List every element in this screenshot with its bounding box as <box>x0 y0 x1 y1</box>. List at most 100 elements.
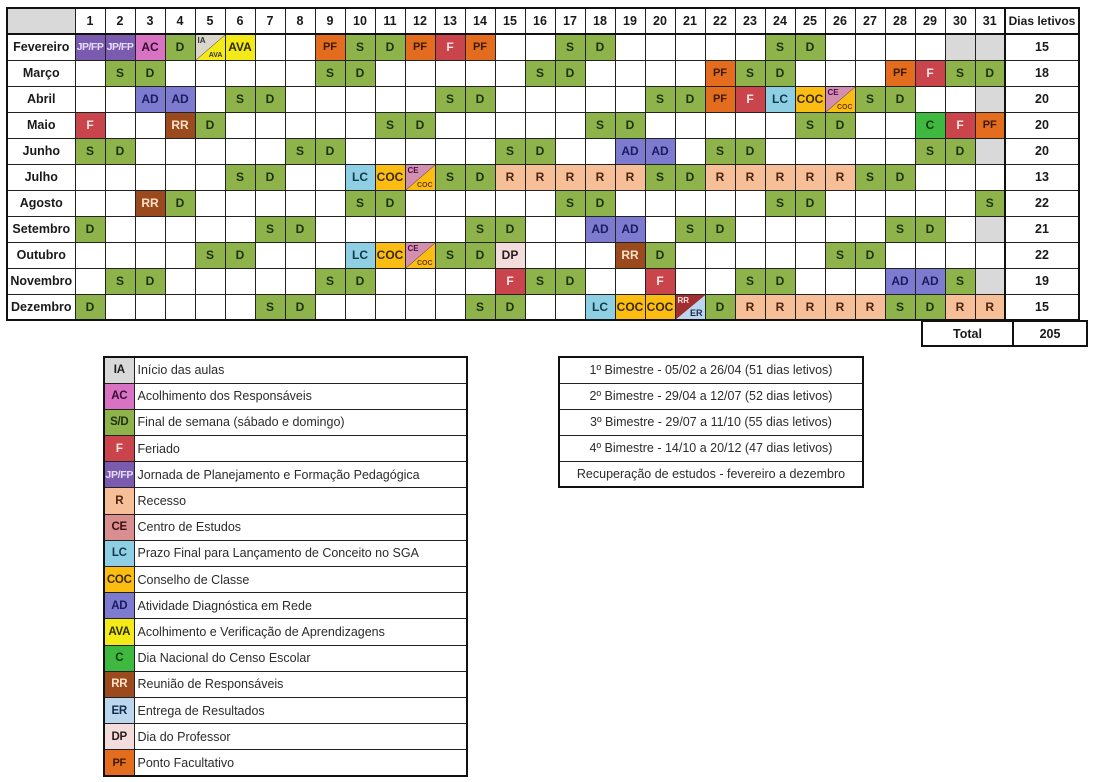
day-cell-empty <box>614 267 646 295</box>
bimestre-row: 2º Bimestre - 29/04 a 12/07 (52 dias let… <box>558 382 864 410</box>
day-cell-empty <box>104 111 136 139</box>
day-cell-empty <box>854 33 886 61</box>
day-cell-d: D <box>254 163 286 191</box>
day-cell-s: S <box>584 111 616 139</box>
day-header-2: 2 <box>104 7 136 35</box>
day-cell-s: S <box>224 163 256 191</box>
day-cell-d: D <box>374 189 406 217</box>
day-cell-d: D <box>704 215 736 243</box>
day-cell-d: D <box>494 215 526 243</box>
day-cell-empty <box>884 33 916 61</box>
day-cell-empty <box>854 59 886 87</box>
day-cell-d: D <box>374 33 406 61</box>
day-cell-empty <box>824 215 856 243</box>
day-cell-empty <box>254 137 286 165</box>
day-cell-jp: JP/FP <box>104 33 136 61</box>
legend-row: R Recesso <box>103 487 468 515</box>
day-cell-empty <box>524 189 556 217</box>
day-cell-empty <box>944 85 976 113</box>
legend-description: Final de semana (sábado e domingo) <box>133 408 468 437</box>
legend-row: DP Dia do Professor <box>103 723 468 751</box>
legend-description: Dia do Professor <box>133 723 468 751</box>
diagonal-split-shape <box>406 243 434 267</box>
day-header-14: 14 <box>464 7 496 35</box>
day-cell-d: D <box>344 59 376 87</box>
day-cell-d: D <box>464 85 496 113</box>
day-cell-empty <box>194 163 226 191</box>
split-label-bottom: COC <box>836 103 853 111</box>
day-cell-s: S <box>254 215 286 243</box>
legend-description: Conselho de Classe <box>133 565 468 594</box>
day-cell-empty <box>104 189 136 217</box>
calendar-header-row: 1 2 3 4 5 6 7 8 9 10 11 12 13 14 15 16 17 18 19 20 21 22 23 24 2… <box>6 7 1080 35</box>
day-cell-empty <box>764 215 796 243</box>
day-cell-s: S <box>824 241 856 269</box>
day-cell-empty <box>74 241 106 269</box>
day-cell-empty <box>344 85 376 113</box>
day-cell-f: F <box>494 267 526 295</box>
day-cell-empty <box>674 59 706 87</box>
day-header-29: 29 <box>914 7 946 35</box>
day-cell-empty <box>224 111 256 139</box>
day-cell-pf: PF <box>464 33 496 61</box>
day-cell-r: R <box>614 163 646 191</box>
bimestre-text: Recuperação de estudos - fevereiro a dez… <box>558 460 864 488</box>
day-cell-empty <box>554 293 586 321</box>
day-cell-r: R <box>974 293 1006 321</box>
legend-row: PF Ponto Facultativo <box>103 749 468 777</box>
day-cell-pf: PF <box>704 59 736 87</box>
day-cell-d: D <box>284 293 316 321</box>
day-cell-coc: COC <box>374 163 406 191</box>
total-label: Total <box>922 321 1014 346</box>
day-cell-empty <box>644 59 676 87</box>
legend-description: Centro de Estudos <box>133 513 468 541</box>
day-header-8: 8 <box>284 7 316 35</box>
day-cell-s: S <box>704 137 736 165</box>
day-cell-r: R <box>944 293 976 321</box>
day-cell-rr: RR <box>164 111 196 139</box>
day-cell-f: F <box>644 267 676 295</box>
day-cell-d: D <box>764 267 796 295</box>
day-cell-empty <box>494 189 526 217</box>
day-cell-r: R <box>764 293 796 321</box>
month-label: Junho <box>6 137 76 165</box>
legend-row: AC Acolhimento dos Responsáveis <box>103 382 468 410</box>
day-cell-empty <box>914 241 946 269</box>
day-cell-s: S <box>884 215 916 243</box>
split-label-top: IA <box>197 36 206 45</box>
day-header-6: 6 <box>224 7 256 35</box>
day-cell-empty <box>224 215 256 243</box>
day-cell-d: D <box>164 33 196 61</box>
day-cell-d: D <box>194 111 226 139</box>
day-cell-d: D <box>464 163 496 191</box>
day-header-30: 30 <box>944 7 976 35</box>
day-cell-s: S <box>224 85 256 113</box>
day-cell-empty <box>374 215 406 243</box>
day-cell-empty <box>314 293 346 321</box>
day-cell-empty <box>104 241 136 269</box>
day-cell-s: S <box>494 137 526 165</box>
day-cell-empty <box>134 215 166 243</box>
day-cell-empty <box>944 241 976 269</box>
day-cell-empty <box>794 241 826 269</box>
dias-letivos-value: 15 <box>1004 293 1080 321</box>
day-cell-d: D <box>524 137 556 165</box>
day-cell-empty <box>884 137 916 165</box>
day-header-21: 21 <box>674 7 706 35</box>
day-cell-rr: RR <box>134 189 166 217</box>
day-cell-empty <box>434 111 466 139</box>
day-cell-grey <box>974 33 1006 61</box>
day-cell-empty <box>464 137 496 165</box>
day-cell-empty <box>314 215 346 243</box>
day-header-23: 23 <box>734 7 766 35</box>
month-label: Novembro <box>6 267 76 295</box>
day-header-4: 4 <box>164 7 196 35</box>
bimestre-row: 1º Bimestre - 05/02 a 26/04 (51 dias let… <box>558 356 864 384</box>
legend-code: AC <box>103 382 135 410</box>
day-cell-s: S <box>314 59 346 87</box>
day-cell-d: D <box>704 293 736 321</box>
day-cell-s: S <box>314 267 346 295</box>
day-cell-empty <box>224 189 256 217</box>
legend-description: Recesso <box>133 487 468 515</box>
day-cell-s: S <box>524 267 556 295</box>
